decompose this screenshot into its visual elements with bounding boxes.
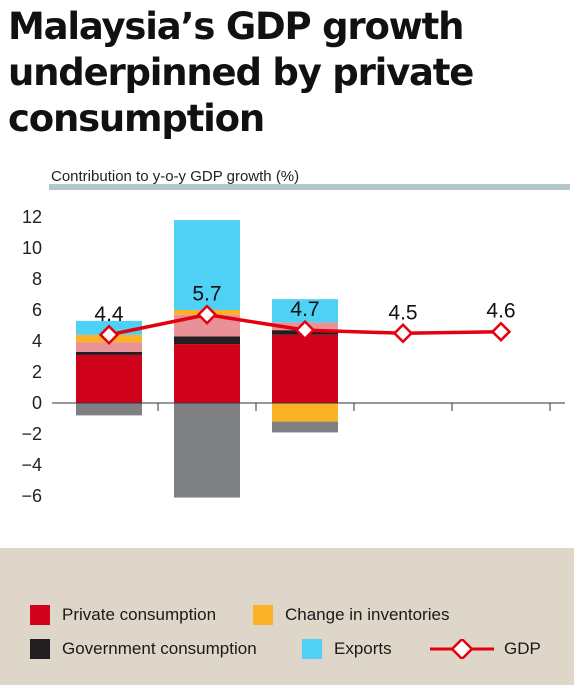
y-tick-label: −4 bbox=[21, 455, 42, 475]
legend-label-inventories: Change in inventories bbox=[285, 605, 450, 624]
legend-swatch-government bbox=[30, 639, 50, 659]
y-tick-label: 10 bbox=[22, 238, 42, 258]
legend-band bbox=[0, 548, 574, 685]
y-tick-label: 2 bbox=[32, 362, 42, 382]
y-tick-label: 0 bbox=[32, 393, 42, 413]
bar-segment bbox=[272, 421, 338, 433]
legend-label-gdp: GDP bbox=[504, 639, 541, 658]
gdp-data-label: 4.6 bbox=[486, 300, 515, 323]
legend-item-private-consumption: Private consumption bbox=[30, 605, 216, 625]
gdp-data-label: 4.5 bbox=[388, 301, 417, 324]
bar-segment bbox=[272, 403, 338, 422]
legend-item-government-consumption: Government consumption bbox=[30, 639, 257, 659]
gdp-data-label: 5.7 bbox=[192, 283, 221, 306]
bar-segment bbox=[174, 220, 240, 310]
legend-item-change-in-inventories: Change in inventories bbox=[253, 605, 449, 625]
legend-swatch-exports bbox=[302, 639, 322, 659]
gdp-marker bbox=[490, 321, 512, 342]
gdp-marker bbox=[294, 319, 316, 341]
y-tick-label: 8 bbox=[32, 269, 42, 289]
bar-segment bbox=[272, 334, 338, 403]
y-tick-label: −2 bbox=[21, 424, 42, 444]
bar-segment bbox=[272, 299, 338, 323]
legend-label-government: Government consumption bbox=[62, 639, 257, 658]
legend-swatch-inventories bbox=[253, 605, 273, 625]
gdp-marker bbox=[98, 324, 120, 346]
bar-segment bbox=[76, 354, 142, 403]
bar-segment bbox=[174, 403, 240, 498]
gdp-marker bbox=[392, 322, 414, 344]
gdp-marker bbox=[196, 304, 218, 325]
y-tick-label: 4 bbox=[32, 331, 42, 351]
bar-segment bbox=[174, 336, 240, 345]
legend-item-gdp: GDP bbox=[430, 639, 541, 659]
legend-label-exports: Exports bbox=[334, 639, 392, 658]
y-tick-label: 12 bbox=[22, 207, 42, 227]
bar-segment bbox=[174, 314, 240, 337]
legend-label-private: Private consumption bbox=[62, 605, 217, 624]
y-tick-label: 6 bbox=[32, 300, 42, 320]
chart-title: Malaysia’s GDP growth underpinned by pri… bbox=[8, 5, 474, 140]
bar-segment bbox=[76, 342, 142, 352]
gdp-data-label: 4.7 bbox=[290, 298, 319, 321]
gdp-contribution-chart: 121086420−2−4−64.45.74.74.54.62016201720… bbox=[21, 207, 565, 506]
subtitle-rule bbox=[49, 166, 570, 190]
bar-segment bbox=[76, 403, 142, 416]
bar-segment bbox=[76, 351, 142, 355]
legend-item-exports: Exports bbox=[302, 639, 392, 659]
gdp-data-label: 4.4 bbox=[94, 303, 124, 326]
legend-gdp-line-icon bbox=[430, 639, 494, 659]
y-tick-label: −6 bbox=[21, 486, 42, 506]
legend-swatch-private bbox=[30, 605, 50, 625]
chart-subtitle: Contribution to y-o-y GDP growth (%) bbox=[51, 168, 300, 185]
bar-segment bbox=[174, 344, 240, 403]
